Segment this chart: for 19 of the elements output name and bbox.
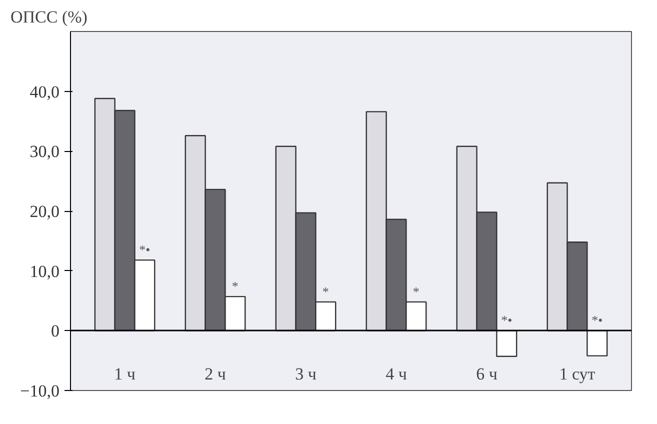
x-tick-label: 1 ч — [114, 364, 136, 384]
x-tick-label: 4 ч — [386, 364, 408, 384]
data-label: * — [412, 284, 420, 299]
x-tick-label: 6 ч — [476, 364, 498, 384]
x-tick-label: 3 ч — [295, 364, 317, 384]
y-axis-title: ОПСС (%) — [10, 8, 88, 26]
x-tick-label: 2 ч — [204, 364, 226, 384]
y-tick-label: 40,0 — [30, 82, 60, 102]
data-label: *• — [501, 312, 512, 328]
y-tick-label: 0 — [51, 322, 60, 341]
data-label: *• — [139, 242, 150, 258]
y-tick-label: −10,0 — [20, 382, 60, 400]
x-tick-label: 1 сут — [559, 364, 596, 384]
data-label: *• — [592, 312, 603, 328]
y-tick-label: 10,0 — [30, 262, 60, 281]
y-tick-label: 20,0 — [30, 202, 60, 221]
y-tick-label: 30,0 — [30, 142, 60, 162]
data-label: * — [232, 278, 238, 294]
data-label: * — [322, 284, 329, 299]
